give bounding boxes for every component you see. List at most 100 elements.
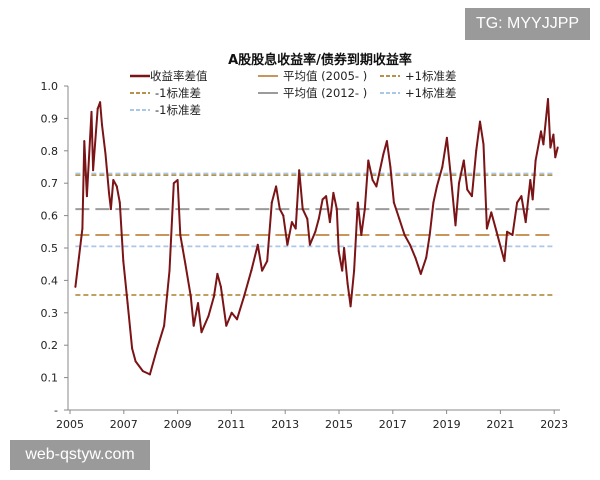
data-point [108,191,111,194]
x-tick-label: 2007 [110,418,138,431]
data-point [118,201,121,204]
legend-label: 平均值 (2012- ) [283,86,367,100]
y-tick-label: 0.2 [41,339,59,352]
data-point [212,295,215,298]
data-point [371,178,374,181]
data-point [189,295,192,298]
series [74,97,559,376]
data-point [462,159,465,162]
data-point [148,373,151,376]
data-point [225,324,228,327]
watermark-bottom-left: web-qstyw.com [10,440,150,470]
y-tick-label: 0.3 [41,307,59,320]
data-point [520,195,523,198]
data-point [485,227,488,230]
data-point [389,166,392,168]
data-point [122,259,125,262]
x-tick-label: 2005 [56,418,84,431]
data-point [540,130,543,133]
data-point [409,243,412,246]
data-point [332,191,335,194]
data-point [96,107,99,110]
legend-label: -1标准差 [155,86,201,100]
data-point [321,198,324,201]
data-point [516,201,519,204]
data-point [349,305,352,308]
data-point [184,263,187,266]
data-point [104,153,107,156]
data-point [243,295,246,298]
legend-label: +1标准差 [405,86,456,100]
data-point [92,169,95,172]
data-point [216,272,219,275]
data-point [256,243,259,246]
data-point [392,201,395,204]
data-point [115,185,118,188]
legend-label: -1标准差 [155,103,201,117]
data-point [360,234,363,237]
data-point [101,123,104,126]
data-point [403,234,406,237]
data-point [200,331,203,334]
data-point [179,234,182,237]
legend: 收益率差值 平均值 (2005- ) +1标准差 -1标准差 平均值 (2012- ) +… [130,69,456,117]
data-point [308,243,311,246]
data-point [176,178,179,181]
data-point [168,269,171,272]
data-point [353,269,356,272]
y-tick-label: 0.5 [41,242,59,255]
y-tick-label: 0.4 [41,274,59,287]
x-tick-label: 2013 [271,418,299,431]
data-point [77,256,80,259]
data-point [385,140,388,143]
data-point [363,208,366,211]
x-tick-label: 2009 [164,418,192,431]
data-point [475,149,478,152]
chart-title: A股股息收益率/债券到期收益率 [228,52,412,68]
data-point [499,247,502,249]
legend-label: 平均值 (2005- ) [283,69,367,83]
data-point [549,146,552,149]
data-point [511,234,514,237]
data-point [503,259,506,262]
watermark-top-right: TG: MYYJJPP [465,8,590,40]
data-point [131,347,134,350]
data-point [341,269,344,272]
y-tick-label: 0.7 [41,177,59,190]
y-tick-label: 0.8 [41,145,59,158]
data-point [301,208,304,211]
data-point [482,143,485,146]
data-point [335,208,338,211]
data-point [432,201,435,204]
data-point [81,227,84,230]
axes: - 0.1 0.2 0.3 0.4 0.5 0.6 0.7 0.8 0.9 1.0 2005 2007 2… [41,80,569,431]
y-tick-label: 0.6 [41,210,59,223]
data-point [266,259,269,262]
y-tick-label: - [54,404,58,417]
data-point [317,217,320,220]
y-tick-label: 0.1 [41,372,59,385]
data-point [534,159,537,162]
data-point [85,195,88,198]
data-point [298,169,301,172]
data-point [282,214,285,217]
data-point [83,140,86,143]
data-point [506,230,509,233]
data-point [236,318,239,321]
data-point [425,256,428,259]
data-point [261,269,264,272]
data-point [367,159,370,162]
data-point [337,250,340,253]
x-tick-label: 2011 [217,418,245,431]
data-point [275,185,278,188]
data-point [163,324,166,327]
data-point [356,201,359,204]
data-point [398,217,401,220]
data-point [74,285,77,288]
data-point [454,224,457,227]
data-point [556,146,559,149]
data-point [192,324,195,327]
data-point [141,370,144,373]
data-point [314,230,317,233]
data-point [457,182,460,185]
